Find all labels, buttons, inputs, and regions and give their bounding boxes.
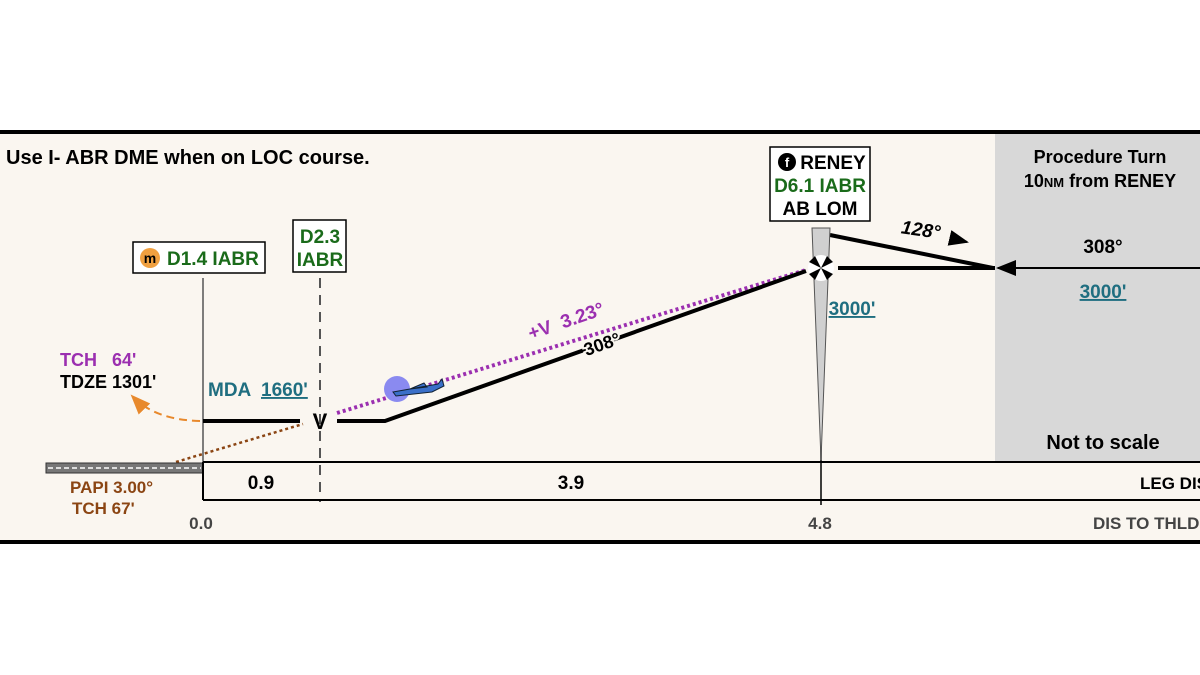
scale-note: Not to scale [1046,432,1159,454]
threshold-distance-label: DIS TO THLD [1093,514,1199,533]
profile-segment [337,269,807,423]
procedure-turn-altitude: 3000' [1080,282,1127,303]
fix-label: D1.4 IABR [167,249,259,270]
threshold-distance: 4.8 [808,514,832,533]
fix-box [769,146,871,222]
fix-label: D2.3 [300,227,340,248]
fix-symbol [808,255,834,281]
missed-approach-arrow [130,394,201,422]
aircraft-icon [392,377,445,397]
papi: PAPI 3.00° [70,478,153,497]
procedure-turn-area [995,134,1200,462]
fix-altitude: 3000' [829,299,876,320]
distance-suffix: from RENEY [1069,171,1176,191]
fix-name: RENEY [800,153,866,174]
mda-value: 1660' [261,380,308,401]
threshold-distance: 0.0 [189,514,213,533]
fix-label: IABR [297,250,344,271]
fix-facility: AB LOM [783,199,858,220]
papi-tch: TCH 67' [72,499,135,518]
fix-icon-label: f [785,155,790,170]
leg-distance: 3.9 [558,473,584,494]
procedure-turn-title: Procedure Turn [1034,147,1167,167]
glidepath [336,268,807,415]
tch: TCH 64' [60,350,136,370]
distance-unit: NM [1044,175,1064,190]
leg-distance-label: LEG DIS [1140,474,1200,493]
distance-value: 10 [1024,171,1044,191]
fix-symbol-bg [808,255,834,281]
outbound-arrow [947,230,969,246]
note: Use I- ABR DME when on LOC course. [6,147,370,169]
papi-path [175,422,304,464]
fix-distance: D6.1 IABR [774,176,866,197]
fix-icon-label: m [144,250,156,266]
fix-box [292,219,347,273]
fix-symbol-shape [809,256,833,280]
mda-label: MDA [208,380,252,401]
inbound-course: 308° [1083,237,1122,258]
fix-icon [140,248,160,268]
tdze: TDZE 1301' [60,372,156,392]
procedure-turn-distance: 10NM from RENEY [1024,171,1176,191]
vdp: V [313,409,328,434]
aircraft-marker [384,376,410,402]
fix-cone [811,227,831,461]
procedure-turn-leg [829,233,994,270]
leg-distance: 0.9 [248,473,274,494]
fix-icon [778,153,796,171]
